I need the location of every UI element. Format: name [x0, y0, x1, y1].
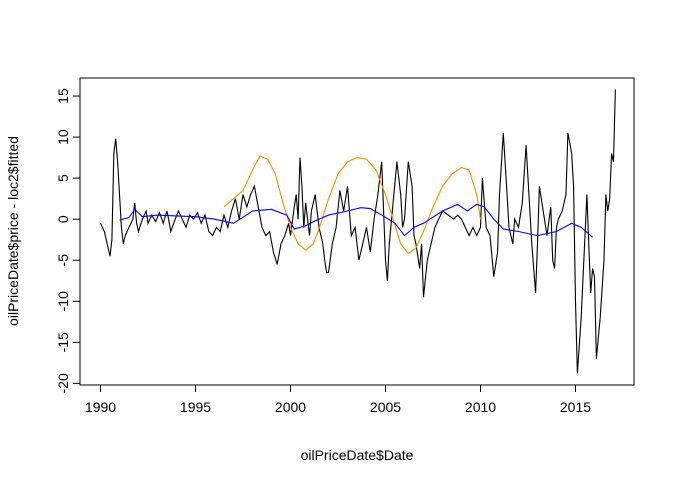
series-line: [223, 155, 482, 255]
y-tick-label: -10: [55, 291, 71, 311]
series-line: [100, 89, 616, 374]
x-tick-label: 2015: [560, 399, 591, 415]
y-tick-label: 0: [55, 215, 71, 223]
plot-box: [79, 77, 635, 386]
y-tick-label: -20: [55, 373, 71, 393]
y-tick-label: -5: [55, 254, 71, 267]
series-line: [119, 203, 593, 238]
x-tick-label: 1995: [180, 399, 211, 415]
y-tick-label: 15: [55, 88, 71, 104]
x-tick-label: 1990: [85, 399, 116, 415]
x-axis-label: oilPriceDate$Date: [301, 447, 414, 463]
y-tick-label: 10: [55, 129, 71, 145]
y-tick-label: -15: [55, 332, 71, 352]
y-axis-label: oilPriceDate$price - loc2$fitted: [5, 136, 21, 326]
y-tick-label: 5: [55, 174, 71, 182]
x-tick-label: 2010: [465, 399, 496, 415]
x-tick-label: 2005: [370, 399, 401, 415]
x-tick-label: 2000: [275, 399, 306, 415]
